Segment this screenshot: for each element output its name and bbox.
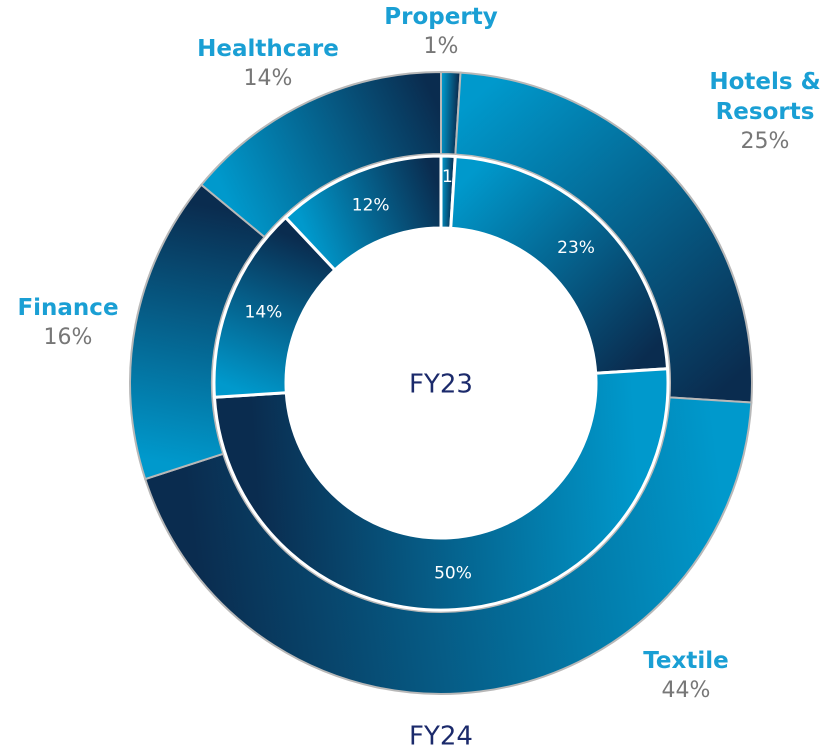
category-label-group: Healthcare 14%	[197, 35, 339, 93]
category-label: Finance	[17, 295, 119, 321]
inner-value-label: 14%	[245, 303, 283, 323]
series-name: FY24	[409, 722, 473, 751]
category-label: Textile	[643, 648, 729, 674]
outer-value-label: 16%	[43, 324, 93, 350]
outer-value-label: 44%	[661, 677, 711, 703]
outer-value-label: 25%	[740, 128, 790, 154]
outer-value-label: 1%	[423, 33, 459, 59]
slice	[212, 367, 670, 612]
category-label: Healthcare	[197, 36, 339, 62]
inner-value-label: 50%	[434, 564, 472, 584]
inner-value-label: 12%	[352, 195, 390, 215]
category-label: Hotels & Resorts	[709, 69, 821, 125]
inner-value-label: 23%	[557, 238, 595, 258]
slice	[143, 396, 753, 695]
category-label-group: Hotels & Resorts 25%	[690, 68, 833, 156]
category-label-group: Property 1%	[384, 3, 497, 61]
slice	[283, 154, 443, 273]
slice	[199, 70, 442, 239]
category-label: Property	[384, 4, 498, 30]
series-name: FY23	[409, 370, 473, 400]
outer-value-label: 14%	[243, 65, 293, 91]
category-label-group: Finance 16%	[17, 294, 118, 352]
slice	[449, 154, 670, 375]
slice	[454, 71, 753, 404]
category-label-group: Textile 44%	[643, 647, 728, 705]
